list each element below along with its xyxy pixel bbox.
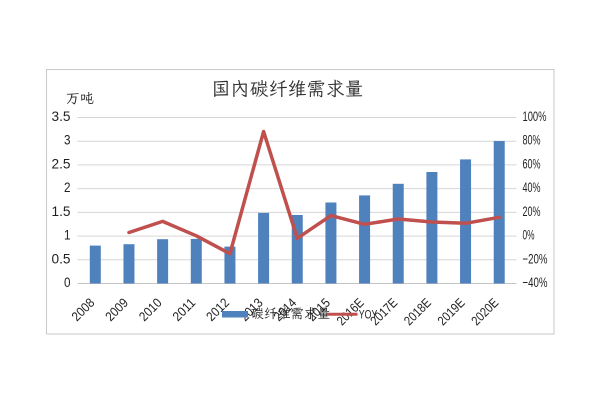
- svg-text:0%: 0%: [523, 228, 535, 243]
- svg-text:−40%: −40%: [523, 275, 548, 290]
- svg-text:80%: 80%: [523, 133, 541, 148]
- svg-text:1.5: 1.5: [52, 204, 71, 219]
- svg-text:1: 1: [64, 228, 71, 243]
- svg-text:YOY: YOY: [359, 308, 378, 322]
- svg-text:3.5: 3.5: [52, 109, 71, 124]
- svg-text:100%: 100%: [523, 109, 547, 124]
- svg-text:2: 2: [64, 180, 71, 195]
- svg-text:2.5: 2.5: [52, 156, 71, 171]
- svg-text:−20%: −20%: [523, 251, 548, 266]
- svg-text:3: 3: [64, 133, 71, 148]
- svg-text:20%: 20%: [523, 204, 541, 219]
- svg-text:0: 0: [64, 275, 71, 290]
- svg-text:60%: 60%: [523, 156, 541, 171]
- svg-text:40%: 40%: [523, 180, 541, 195]
- svg-text:0.5: 0.5: [52, 251, 71, 266]
